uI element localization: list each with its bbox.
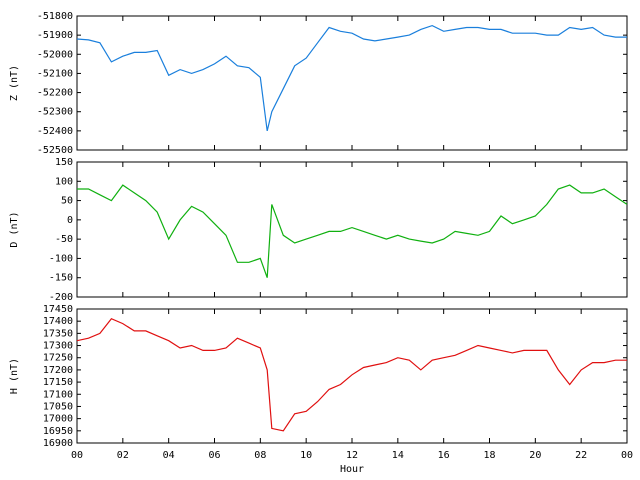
y-tick-label: 16900 xyxy=(43,438,73,449)
plot-frame xyxy=(76,308,628,444)
x-tick-label: 00 xyxy=(621,450,633,461)
y-tick-label: 17350 xyxy=(43,328,73,339)
y-tick-label: 17050 xyxy=(43,401,73,412)
y-tick-label: -50 xyxy=(55,234,73,245)
x-tick-label: 22 xyxy=(575,450,587,461)
y-tick-label: -100 xyxy=(49,253,73,264)
x-tick-label: 10 xyxy=(300,450,312,461)
y-tick-label: -52500 xyxy=(37,145,73,156)
x-tick-label: 00 xyxy=(71,450,83,461)
y-tick-label: -51800 xyxy=(37,11,73,22)
y-tick-label: 50 xyxy=(61,196,73,207)
y-tick-label: -200 xyxy=(49,292,73,303)
plot-frame xyxy=(76,15,628,151)
x-tick-label: 14 xyxy=(392,450,404,461)
y-tick-label: -150 xyxy=(49,273,73,284)
y-axis-label: D (nT) xyxy=(9,211,20,247)
data-line xyxy=(76,317,627,432)
x-axis-label: Hour xyxy=(340,464,364,475)
y-tick-label: 100 xyxy=(55,176,73,187)
y-tick-label: -51900 xyxy=(37,30,73,41)
y-tick-label: 17300 xyxy=(43,341,73,352)
plot-frame xyxy=(76,161,628,298)
y-tick-label: -52100 xyxy=(37,68,73,79)
y-tick-label: 17200 xyxy=(43,365,73,376)
x-tick-label: 08 xyxy=(254,450,266,461)
y-tick-label: -52400 xyxy=(37,126,73,137)
y-tick-label: -52300 xyxy=(37,107,73,118)
x-tick-label: 06 xyxy=(208,450,220,461)
x-tick-label: 20 xyxy=(529,450,541,461)
x-tick-label: 02 xyxy=(117,450,129,461)
y-tick-label: 16950 xyxy=(43,426,73,437)
y-tick-label: 17100 xyxy=(43,389,73,400)
y-tick-label: -52200 xyxy=(37,88,73,99)
y-tick-label: -52000 xyxy=(37,49,73,60)
y-tick-label: 17400 xyxy=(43,316,73,327)
y-tick-label: 17000 xyxy=(43,414,73,425)
x-tick-label: 16 xyxy=(438,450,450,461)
data-line xyxy=(76,24,627,132)
x-tick-label: 04 xyxy=(163,450,175,461)
y-tick-label: 0 xyxy=(67,215,73,226)
y-axis-label: H (nT) xyxy=(9,358,20,394)
x-tick-label: 18 xyxy=(483,450,495,461)
y-tick-label: 17250 xyxy=(43,353,73,364)
data-line xyxy=(77,184,628,278)
y-tick-label: 150 xyxy=(55,157,73,168)
x-tick-label: 12 xyxy=(346,450,358,461)
y-tick-label: 17450 xyxy=(43,304,73,315)
y-tick-label: 17150 xyxy=(43,377,73,388)
y-axis-label: Z (nT) xyxy=(9,65,20,101)
